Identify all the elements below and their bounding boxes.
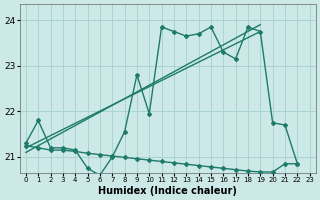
X-axis label: Humidex (Indice chaleur): Humidex (Indice chaleur) [98, 186, 237, 196]
